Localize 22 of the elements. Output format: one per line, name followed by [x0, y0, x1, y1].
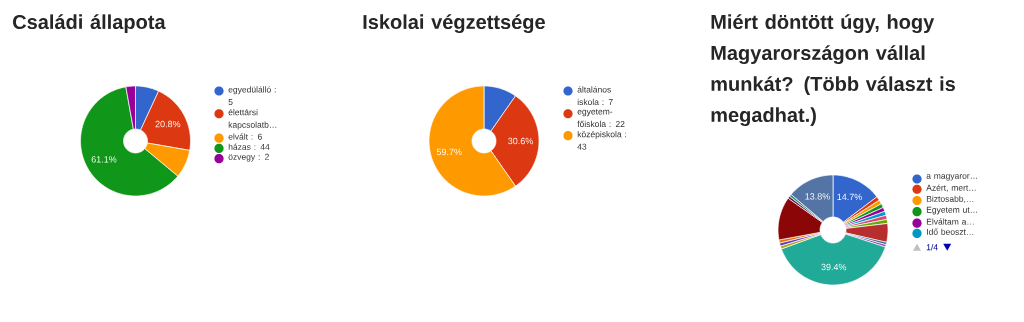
legend-label: Biztosabb,… [926, 195, 974, 203]
text: 1/4 [926, 244, 938, 251]
legend-label: elvált : 6 [228, 133, 262, 140]
chart-title: Miért döntött úgy, hogy Magyarországon vállal munkát? (Több választ is megadhat.) [711, 14, 955, 127]
legend-label: Egyetem ut… [926, 206, 978, 215]
legend-label: házas : 44 [228, 143, 270, 150]
chart-title: Iskolai végzettsége [363, 14, 545, 34]
chart-title: Családi állapota [13, 14, 166, 34]
legend-label: Azért, mert… [926, 184, 976, 192]
data-label: 59.7% [436, 148, 462, 156]
data-label: 30.6% [508, 137, 533, 145]
legend-label: a magyaror… [926, 174, 978, 181]
data-label: 14.7% [837, 193, 862, 201]
legend-label: élettársi kapcsolatb… [228, 108, 277, 130]
data-label: 61.1% [91, 156, 117, 163]
legend-label: özvegy : 2 [228, 153, 269, 162]
legend-label: Idő beoszt… [927, 228, 974, 235]
data-label: 13.8% [805, 193, 830, 200]
data-label: 20.8% [155, 120, 181, 128]
data-label: 39.4% [821, 263, 847, 271]
legend-label: Elváltam a… [926, 218, 974, 225]
legend-label: középiskola : 43 [577, 130, 627, 150]
